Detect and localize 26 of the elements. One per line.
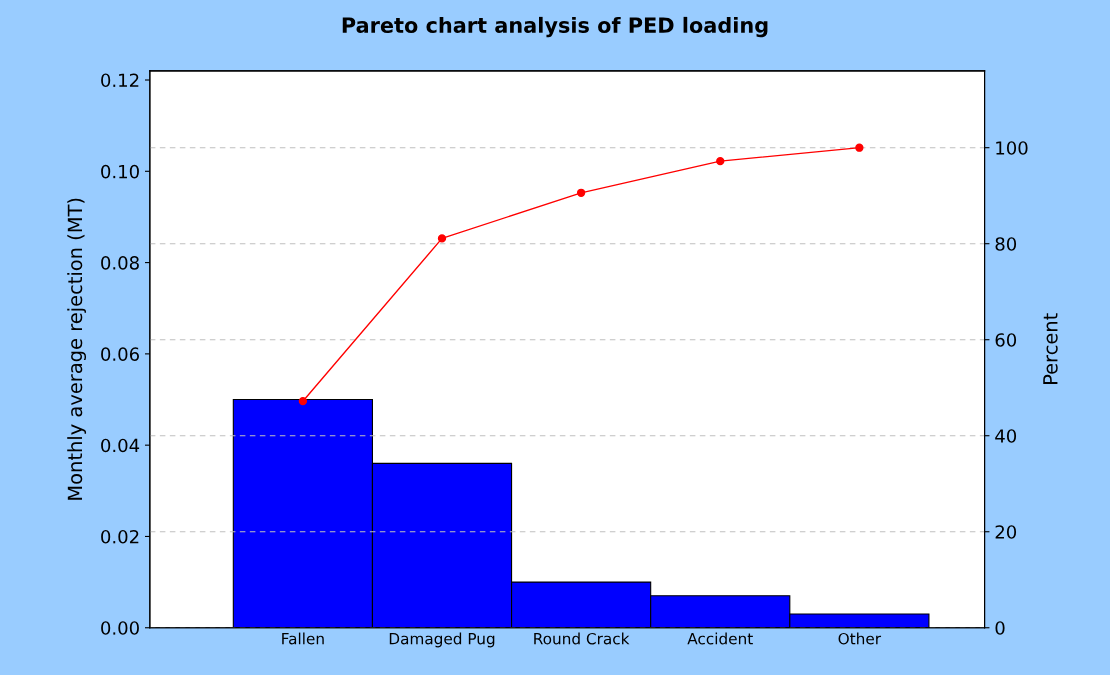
- x-tick-label: Accident: [687, 632, 753, 645]
- y-tick-label: 0.06: [101, 347, 139, 361]
- y2-tick-label: 40: [995, 429, 1017, 443]
- x-tick-label: Fallen: [282, 632, 324, 645]
- point: [855, 143, 864, 152]
- point: [716, 156, 725, 166]
- x-tick-label: Round Crack: [534, 632, 630, 645]
- y2-tick-label: 100: [996, 141, 1028, 155]
- y2-tick-label: 60: [995, 333, 1017, 347]
- y-tick-label: 0.12: [101, 73, 139, 88]
- x-tick-label: Other: [838, 632, 882, 645]
- y-tick-label: 0.08: [101, 256, 139, 270]
- y-tick-label: 0.02: [101, 529, 139, 544]
- y2-tick-label: 0: [995, 621, 1005, 635]
- y2-tick-label: 20: [995, 525, 1017, 539]
- y-axis-title: Monthly average rejection (MT): [67, 198, 87, 500]
- point: [576, 188, 586, 197]
- y2-tick-label: 80: [995, 237, 1017, 251]
- y-tick-label: 0.10: [101, 164, 139, 179]
- y-tick-label: 0.00: [101, 621, 139, 635]
- chart-title: Pareto chart analysis of PED loading: [342, 16, 768, 38]
- point: [437, 234, 447, 243]
- x-tick-label: Damaged Pug: [389, 632, 495, 648]
- point: [298, 396, 308, 406]
- y-tick-label: 0.04: [101, 438, 140, 453]
- y2-axis-title: Percent: [1043, 313, 1058, 384]
